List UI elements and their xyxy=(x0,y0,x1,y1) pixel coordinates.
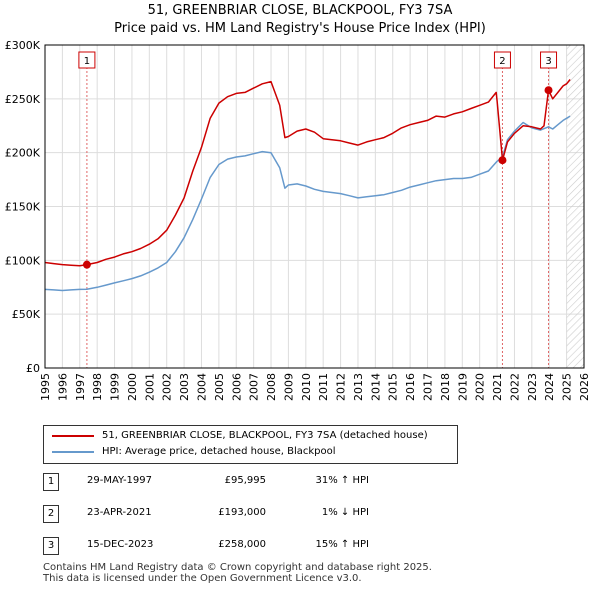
transaction-date: 29-MAY-1997 xyxy=(87,475,153,486)
transaction-price: £95,995 xyxy=(224,475,266,486)
x-tick-label: 2003 xyxy=(178,373,191,401)
y-tick-label: £250K xyxy=(5,93,41,106)
x-tick-label: 2010 xyxy=(300,373,313,401)
x-tick-label: 2005 xyxy=(213,373,226,401)
price-chart: 1 2 3 £0 £50K £100K £150K £200K £250K £300K 1995 1… xyxy=(5,39,591,401)
y-tick-label: £150K xyxy=(5,201,41,214)
chart-title: 51, GREENBRIAR CLOSE, BLACKPOOL, FY3 7SA xyxy=(147,3,453,18)
transaction-row: 3 15-DEC-2023 £258,000 15% ↑ HPI xyxy=(0,537,600,557)
y-tick-label: £0 xyxy=(26,362,40,375)
x-tick-label: 2025 xyxy=(561,373,574,401)
transaction-price: £258,000 xyxy=(218,539,266,550)
x-tick-label: 2008 xyxy=(265,373,278,401)
chart-subtitle: Price paid vs. HM Land Registry's House … xyxy=(114,21,486,36)
transaction-number: 1 xyxy=(43,473,59,491)
marker-1-point xyxy=(82,260,91,269)
footer-copyright: Contains HM Land Registry data © Crown c… xyxy=(43,562,432,573)
x-tick-label: 1999 xyxy=(109,373,122,401)
x-tick-label: 2013 xyxy=(352,373,365,401)
x-tick-label: 2012 xyxy=(335,373,348,401)
x-tick-label: 2020 xyxy=(474,373,487,401)
transaction-row: 2 23-APR-2021 £193,000 1% ↓ HPI xyxy=(0,505,600,525)
legend-label-hpi: HPI: Average price, detached house, Blac… xyxy=(102,446,336,457)
x-tick-label: 2000 xyxy=(126,373,139,401)
marker-1-label: 1 xyxy=(84,56,90,67)
marker-3-label: 3 xyxy=(545,56,551,67)
x-tick-label: 2016 xyxy=(404,373,417,401)
x-tick-label: 2018 xyxy=(439,373,452,401)
legend-line-hpi xyxy=(52,451,94,453)
x-tick-label: 2006 xyxy=(230,373,243,401)
plot-frame xyxy=(44,44,585,369)
legend-line-property xyxy=(52,435,94,437)
x-tick-label: 2021 xyxy=(491,373,504,401)
future-hatch-region xyxy=(566,45,584,368)
hpi-series-line xyxy=(44,115,571,292)
x-tick-label: 2004 xyxy=(195,373,208,401)
x-tick-label: 2002 xyxy=(161,373,174,401)
transaction-date: 23-APR-2021 xyxy=(87,507,152,518)
transaction-number: 2 xyxy=(43,505,59,523)
footer: Contains HM Land Registry data © Crown c… xyxy=(43,562,432,584)
x-tick-label: 1995 xyxy=(39,373,52,401)
marker-1-box xyxy=(78,51,96,69)
x-tick-label: 2011 xyxy=(317,373,330,401)
transaction-hpi-change: 15% ↑ HPI xyxy=(315,539,369,550)
marker-2-point xyxy=(498,156,507,165)
marker-3-box xyxy=(540,51,558,69)
x-tick-label: 1997 xyxy=(74,373,87,401)
y-tick-label: £200K xyxy=(5,147,41,160)
chart-legend: 51, GREENBRIAR CLOSE, BLACKPOOL, FY3 7SA… xyxy=(43,425,458,464)
marker-2-box xyxy=(493,51,511,69)
marker-2-label: 2 xyxy=(499,56,505,67)
x-tick-label: 2019 xyxy=(456,373,469,401)
x-tick-label: 1996 xyxy=(56,373,69,401)
x-tick-label: 2009 xyxy=(282,373,295,401)
x-tick-label: 2001 xyxy=(143,373,156,401)
x-tick-label: 2017 xyxy=(422,373,435,401)
footer-licence: This data is licensed under the Open Gov… xyxy=(43,573,362,584)
marker-3-point xyxy=(544,86,553,95)
y-tick-label: £100K xyxy=(5,254,41,267)
y-tick-label: £300K xyxy=(5,39,41,52)
transaction-price: £193,000 xyxy=(218,507,266,518)
transaction-hpi-change: 1% ↓ HPI xyxy=(321,507,369,518)
legend-label-property: 51, GREENBRIAR CLOSE, BLACKPOOL, FY3 7SA… xyxy=(102,430,428,441)
y-tick-label: £50K xyxy=(12,308,41,321)
x-tick-label: 2022 xyxy=(508,373,521,401)
x-tick-label: 2015 xyxy=(387,373,400,401)
x-tick-label: 2023 xyxy=(526,373,539,401)
transaction-date: 15-DEC-2023 xyxy=(87,539,154,550)
x-tick-label: 2024 xyxy=(543,373,556,401)
x-tick-label: 2007 xyxy=(248,373,261,401)
x-tick-label: 2026 xyxy=(578,373,591,401)
transaction-row: 1 29-MAY-1997 £95,995 31% ↑ HPI xyxy=(0,473,600,493)
x-tick-label: 2014 xyxy=(369,373,382,401)
transaction-hpi-change: 31% ↑ HPI xyxy=(315,475,369,486)
transaction-number: 3 xyxy=(43,537,59,555)
property-series-line xyxy=(44,79,571,267)
x-tick-label: 1998 xyxy=(91,373,104,401)
